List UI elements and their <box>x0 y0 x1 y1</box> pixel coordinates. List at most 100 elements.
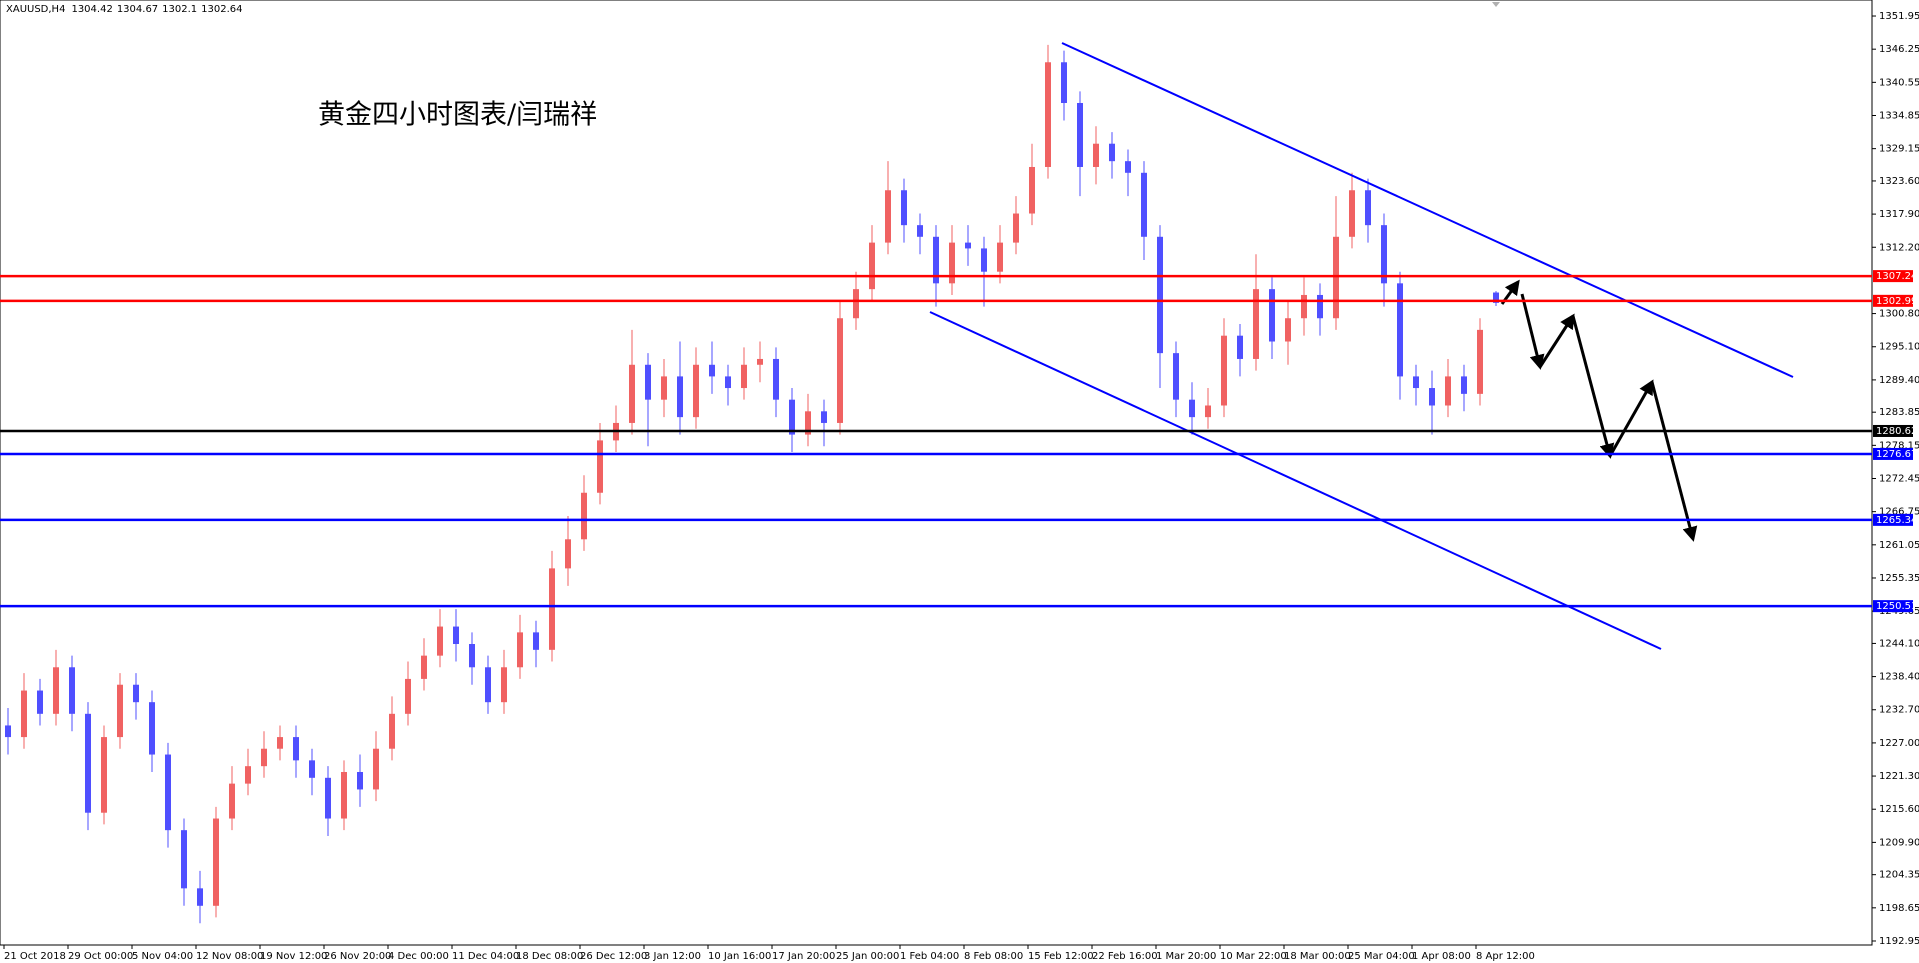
trend-line <box>1061 42 1794 378</box>
candle-body <box>981 248 987 272</box>
x-tick-label: 12 Nov 08:00 <box>196 951 263 962</box>
candle-body <box>1477 329 1483 394</box>
y-tick-label: 1198.65 <box>1879 903 1919 914</box>
y-tick-label: 1346.25 <box>1879 44 1919 55</box>
candle-body <box>357 771 363 790</box>
y-tick-label: 1323.60 <box>1879 176 1919 187</box>
x-tick-label: 17 Jan 20:00 <box>772 951 835 962</box>
candle-body <box>1061 62 1067 103</box>
candle-body <box>133 684 139 703</box>
y-tick-label: 1272.45 <box>1879 474 1919 485</box>
y-tick-label: 1312.20 <box>1879 242 1919 253</box>
y-tick-label: 1221.30 <box>1879 771 1919 782</box>
candle-body <box>213 818 219 906</box>
candle-body <box>1445 376 1451 406</box>
level-label: 1302.99 <box>1876 296 1917 307</box>
arrow <box>1520 293 1545 370</box>
plot-frame <box>0 0 1873 946</box>
candle-body <box>421 655 427 679</box>
x-tick-label: 1 Feb 04:00 <box>900 951 959 962</box>
candle-body <box>821 411 827 423</box>
candle-body <box>1173 353 1179 400</box>
arrow <box>1571 315 1615 459</box>
candle-body <box>517 632 523 668</box>
candle-body <box>309 760 315 778</box>
symbol: XAUUSD,H4 <box>6 4 65 15</box>
candle-body <box>917 225 923 237</box>
candle-body <box>277 737 283 749</box>
candle-body <box>757 358 763 365</box>
candle-body <box>789 399 795 435</box>
candle-body <box>117 684 123 738</box>
candle-body <box>1029 166 1035 214</box>
x-tick-label: 5 Nov 04:00 <box>132 951 193 962</box>
y-tick-label: 1209.90 <box>1879 837 1919 848</box>
x-tick-label: 8 Feb 08:00 <box>964 951 1023 962</box>
candle-body <box>741 364 747 389</box>
x-tick-label: 26 Nov 20:00 <box>324 951 391 962</box>
candle-body <box>341 771 347 819</box>
candle-body <box>1317 294 1323 319</box>
candle-body <box>1269 289 1275 342</box>
x-tick-label: 10 Mar 22:00 <box>1220 951 1287 962</box>
candle-body <box>1493 292 1499 303</box>
candle-body <box>37 690 43 714</box>
candle-body <box>453 626 459 645</box>
trend-line <box>929 311 1662 650</box>
y-tick-label: 1255.35 <box>1879 573 1919 584</box>
candle-body <box>1397 283 1403 377</box>
candle-body <box>437 626 443 656</box>
x-tick-label: 18 Dec 08:00 <box>516 951 583 962</box>
candle-body <box>773 358 779 400</box>
y-tick-label: 1215.60 <box>1879 804 1919 815</box>
arrow <box>1608 379 1654 457</box>
y-tick-label: 1300.80 <box>1879 309 1919 320</box>
level-label: 1250.51 <box>1876 601 1917 612</box>
level-label: 1265.34 <box>1876 515 1917 526</box>
level-box <box>1873 424 1913 437</box>
level-box <box>1873 447 1913 460</box>
candle-body <box>1381 225 1387 284</box>
candle-body <box>229 783 235 819</box>
x-tick-label: 11 Dec 04:00 <box>452 951 519 962</box>
candle-body <box>405 678 411 714</box>
y-tick-label: 1192.95 <box>1879 936 1919 947</box>
candle-body <box>581 492 587 540</box>
candle-body <box>1205 405 1211 418</box>
candle-body <box>261 748 267 767</box>
x-tick-label: 25 Mar 04:00 <box>1348 951 1415 962</box>
candle-body <box>389 713 395 749</box>
candle-body <box>549 568 555 650</box>
x-tick-label: 19 Nov 12:00 <box>260 951 327 962</box>
candle-body <box>1157 236 1163 354</box>
candle-body <box>21 690 27 738</box>
level-label: 1276.67 <box>1876 449 1917 460</box>
candle-body <box>165 754 171 831</box>
chart-title: 黄金四小时图表/闫瑞祥 <box>318 100 597 131</box>
candle-body <box>181 830 187 889</box>
level-label: 1280.62 <box>1876 426 1917 437</box>
level-box <box>1873 294 1913 307</box>
y-tick-label: 1232.70 <box>1879 705 1919 716</box>
candle-body <box>245 766 251 784</box>
candle-body <box>933 236 939 284</box>
y-tick-label: 1278.15 <box>1879 440 1919 451</box>
candle-body <box>1429 388 1435 406</box>
candle-body <box>1093 143 1099 167</box>
projection-arrows <box>1500 279 1698 542</box>
y-tick-label: 1283.85 <box>1879 407 1919 418</box>
y-tick-label: 1317.90 <box>1879 209 1919 220</box>
last-high: 1304.67 <box>117 4 158 15</box>
y-tick-label: 1266.75 <box>1879 507 1919 518</box>
x-tick-label: 29 Oct 00:00 <box>68 951 133 962</box>
candle-body <box>101 737 107 813</box>
last-close: 1302.64 <box>201 4 242 15</box>
x-tick-label: 1 Mar 20:00 <box>1156 951 1216 962</box>
candle-body <box>325 777 331 819</box>
y-tick-label: 1289.40 <box>1879 375 1919 386</box>
candle-body <box>1189 399 1195 418</box>
candle-body <box>1413 376 1419 389</box>
candle-body <box>629 364 635 423</box>
level-box <box>1873 600 1913 613</box>
x-tick-label: 21 Oct 2018 <box>4 951 66 962</box>
